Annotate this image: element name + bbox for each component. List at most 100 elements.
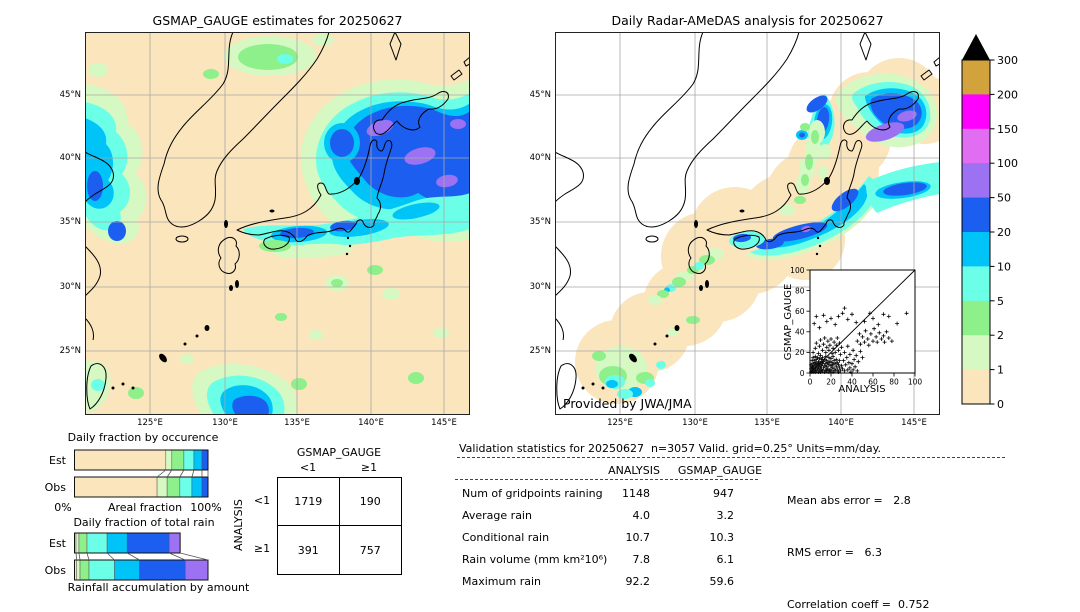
rain-field-tohoku-green [796, 120, 831, 194]
scatter-point [816, 359, 821, 364]
scatter-point [862, 319, 867, 324]
radar-amedas-map: 00 20 20 40 40 60 60 80 80 100 100 ANALYSIS GSMAP_… [555, 32, 940, 415]
rain-field-ryukyu [648, 248, 724, 336]
scatter-point [836, 348, 841, 353]
est-segment-green [78, 532, 88, 554]
scatter-point [871, 316, 875, 321]
connector-line [179, 469, 185, 478]
obs-bar-outline [74, 559, 209, 581]
rain-field-southwest [180, 354, 307, 415]
scatter-point [848, 370, 853, 374]
contingency-col-label-lt1: <1 [299, 461, 317, 474]
colorbar-tick-label: 10 [997, 260, 1011, 273]
colorbar-tick-label: 100 [997, 157, 1018, 170]
connector-line [86, 552, 90, 561]
scatter-point [833, 361, 838, 366]
colorbar-overflow-triangle [962, 34, 990, 60]
scatter-point [857, 331, 862, 336]
left-map-coastlines [85, 32, 470, 410]
scatter-point [829, 356, 833, 361]
scatter-point [832, 340, 837, 345]
right-map-xtick: 145°E [901, 418, 927, 428]
stat-gsmap-value: 6.1 [716, 553, 735, 566]
scatter-point [813, 360, 818, 365]
connector-line [191, 469, 195, 478]
colorbar-cell-gold [962, 60, 990, 95]
contingency-row-group: ANALYSIS [232, 499, 245, 551]
colorbar-cell-orchid [962, 128, 990, 164]
scatter-point [836, 314, 841, 319]
colorbar-cell-deepsky [962, 232, 990, 267]
scatter-point [830, 365, 835, 370]
scatter-point [876, 322, 881, 327]
scatter-point [871, 339, 875, 344]
left-map-xtick: 145°E [431, 418, 457, 428]
scatter-point [812, 363, 817, 368]
obs-segment-aqua [179, 476, 193, 498]
scatter-point [872, 326, 877, 331]
scatter-point [825, 339, 830, 344]
inset-scatter: 00 20 20 40 40 60 60 80 80 100 100 ANALYSIS GSMAP_… [783, 266, 922, 395]
colorbar-cells [962, 60, 990, 405]
totalrain-obs-label: Obs [44, 564, 66, 577]
scatter-point [821, 342, 826, 347]
scatter-point [812, 321, 817, 326]
colorbar-tick-label: 20 [997, 226, 1011, 239]
connector-line [168, 552, 186, 561]
scatter-point [837, 341, 842, 346]
colorbar-tick-label: 150 [997, 123, 1018, 136]
obs-segment-palegreen [156, 476, 168, 498]
stat-analysis-value: 1148 [622, 487, 650, 500]
connector-line [156, 469, 167, 478]
skill-scores-list: Mean abs error = 2.8 RMS error = 6.3 Cor… [787, 458, 975, 612]
obs-segment-blue [139, 559, 186, 581]
occurrence-obs-label: Obs [44, 481, 66, 494]
occurrence-est-label: Est [49, 454, 66, 467]
scatter-point [845, 317, 850, 322]
right-map-xtick: 130°E [682, 418, 708, 428]
stat-analysis-value: 4.0 [632, 509, 651, 522]
contingency-col-group: GSMAP_GAUGE [296, 446, 382, 459]
est-segment-palegreen [75, 532, 80, 554]
stat-gsmap-value: 10.3 [709, 531, 735, 544]
scatter-point [826, 370, 831, 374]
inset-ytick-label: 20 [795, 348, 805, 357]
occurrence-chart-title: Daily fraction by occurence [67, 431, 219, 444]
scatter-point [824, 358, 829, 363]
est-segment-blue [201, 449, 209, 471]
scatter-point [834, 364, 839, 369]
scatter-point [830, 360, 835, 365]
scatter-point [875, 340, 880, 345]
scatter-point [853, 364, 858, 369]
scatter-point [826, 355, 831, 360]
validation-row: Conditional rain 10.7 10.3 [462, 531, 752, 545]
scatter-point [829, 316, 833, 321]
est-segment-green [171, 449, 185, 471]
rain-field-west-sea [85, 63, 147, 244]
scatter-point [820, 368, 825, 373]
scatter-point [835, 336, 840, 340]
scatter-point [841, 358, 846, 363]
contingency-col-label-ge1: ≥1 [360, 461, 378, 474]
colorbar-cell-palegreen [962, 335, 990, 371]
stat-label: Maximum rain [462, 575, 541, 588]
stat-gsmap-value: 59.6 [709, 575, 735, 588]
left-map-title: GSMAP_GAUGE estimates for 20250627 [152, 13, 403, 28]
contingency-row-label-ge1: ≥1 [253, 542, 271, 555]
scatter-point [858, 349, 863, 354]
inset-ytick-label: 80 [795, 286, 805, 295]
contingency-row-label-lt1: <1 [253, 494, 271, 507]
scatter-point [889, 339, 894, 344]
scatter-point [818, 338, 823, 342]
totalrain-caption: Rainfall accumulation by amount [67, 581, 250, 594]
scatter-point [833, 350, 838, 355]
scatter-point [823, 350, 828, 355]
scatter-point [836, 362, 841, 367]
scatter-point [855, 368, 860, 373]
validation-row: Rain volume (mm km²10⁶) 7.8 6.1 [462, 553, 752, 567]
scatter-point [881, 312, 886, 317]
score-line: Mean abs error = 2.8 [787, 494, 911, 508]
totalrain-chart-title: Daily fraction of total rain [73, 516, 215, 529]
scatter-point [811, 361, 816, 366]
validation-row: Average rain 4.0 3.2 [462, 509, 752, 523]
